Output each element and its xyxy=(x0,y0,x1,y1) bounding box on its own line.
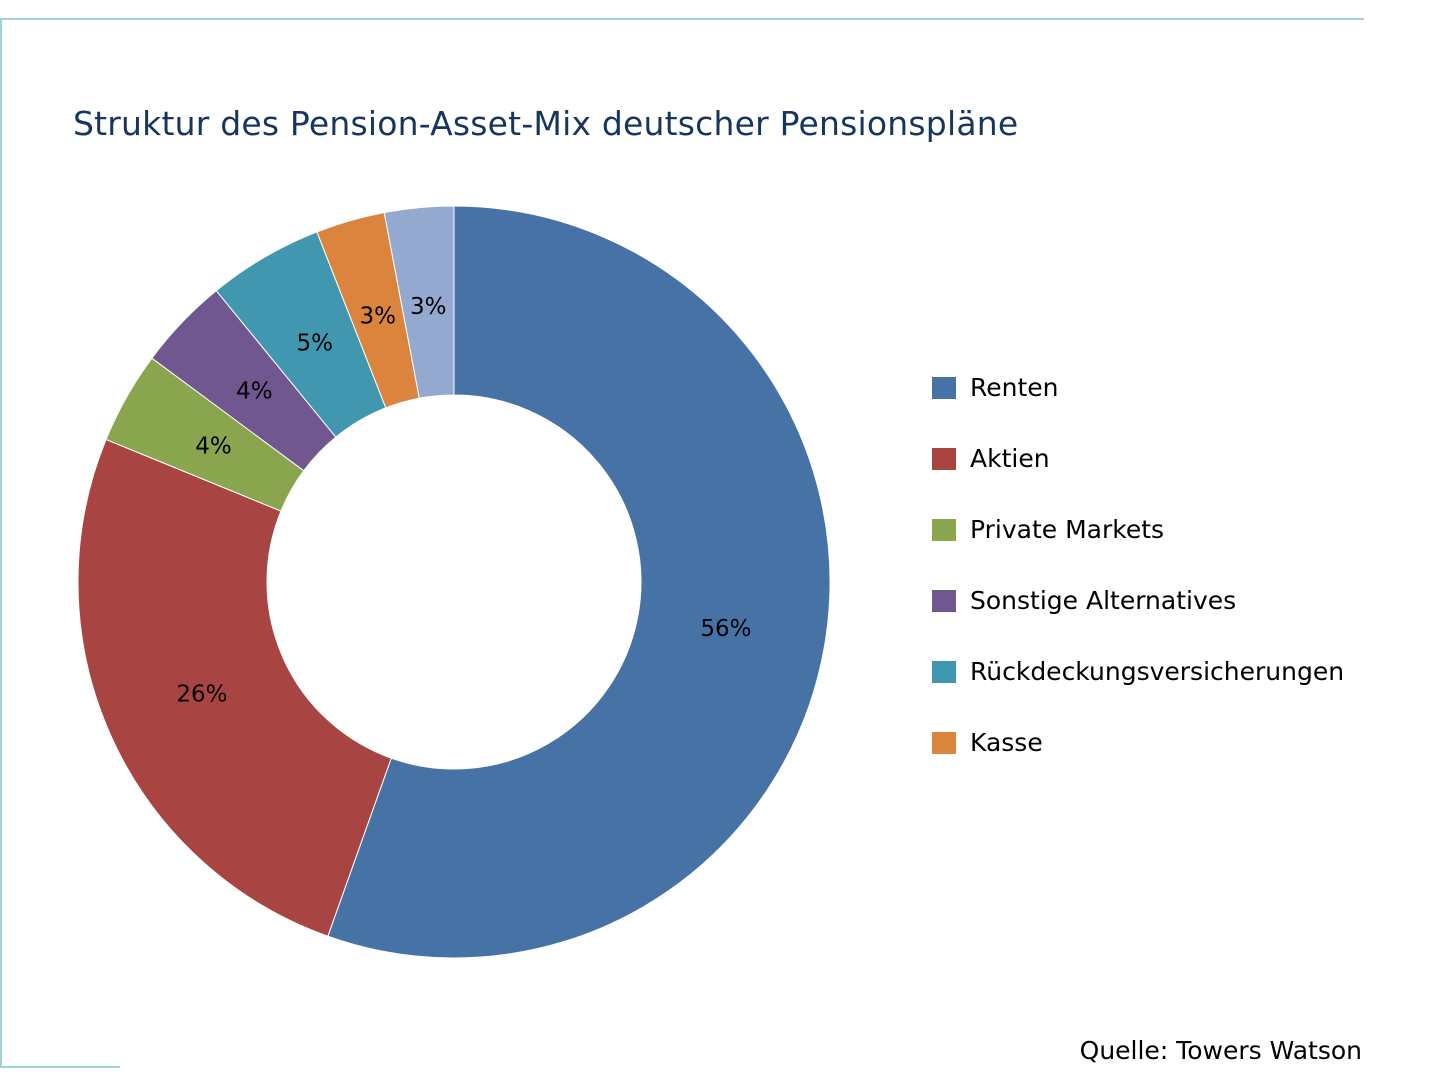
donut-slice xyxy=(383,205,455,399)
slice-data-label: 4% xyxy=(195,433,232,459)
slice-data-label: 5% xyxy=(297,331,334,357)
legend-label: Renten xyxy=(970,373,1059,402)
donut-slice xyxy=(327,205,831,959)
legend-swatch xyxy=(932,590,956,612)
legend-swatch xyxy=(932,661,956,683)
slice-data-label: 4% xyxy=(236,378,273,404)
donut-slice xyxy=(77,438,392,937)
legend-label: Private Markets xyxy=(970,515,1165,544)
frame-top-border xyxy=(0,18,1364,20)
slice-data-label: 26% xyxy=(176,682,227,708)
legend-swatch xyxy=(932,519,956,541)
slice-data-label: 3% xyxy=(359,304,396,330)
legend-swatch xyxy=(932,732,956,754)
legend-swatch xyxy=(932,377,956,399)
frame-bottom-border xyxy=(0,1066,120,1068)
chart-title: Struktur des Pension-Asset-Mix deutscher… xyxy=(73,104,1019,143)
frame-left-border xyxy=(0,18,2,1067)
legend-label: Kasse xyxy=(970,728,1043,757)
legend-label: Sonstige Alternatives xyxy=(970,586,1237,615)
legend-label: Rückdeckungsversicherungen xyxy=(970,657,1345,686)
legend-label: Aktien xyxy=(970,444,1050,473)
legend-swatch xyxy=(932,448,956,470)
slice-data-label: 56% xyxy=(700,616,751,642)
source-note: Quelle: Towers Watson xyxy=(1079,1036,1362,1065)
slice-data-label: 3% xyxy=(410,294,447,320)
